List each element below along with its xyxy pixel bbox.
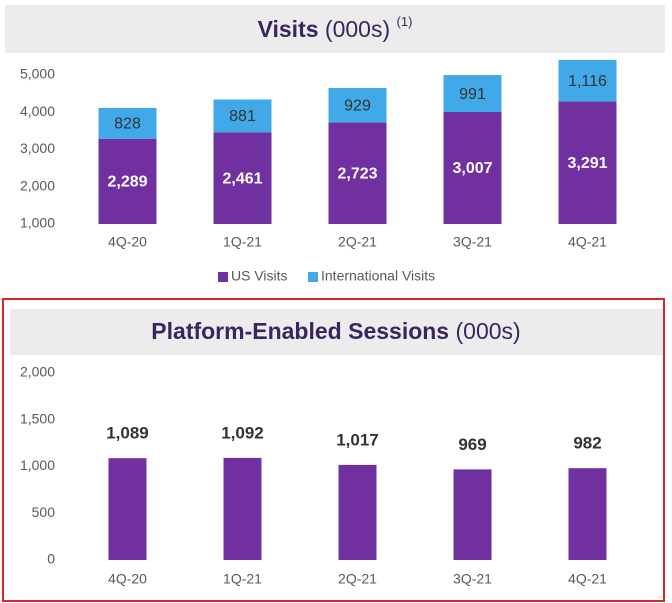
bar xyxy=(338,464,377,560)
x-tick-label: 2Q-21 xyxy=(338,571,377,587)
bar-segment xyxy=(328,122,387,224)
legend-label: International Visits xyxy=(321,268,435,284)
value-label: 3,291 xyxy=(567,155,607,172)
value-label: 929 xyxy=(344,97,371,114)
bar-segment xyxy=(98,138,157,224)
y-tick-label: 5,000 xyxy=(20,66,55,82)
value-label: 969 xyxy=(458,435,486,454)
y-tick-label: 2,000 xyxy=(20,364,55,380)
title-main: Platform-Enabled Sessions xyxy=(151,318,449,344)
y-tick-label: 1,000 xyxy=(20,457,55,473)
y-tick-label: 3,000 xyxy=(20,140,55,156)
x-tick-label: 2Q-21 xyxy=(338,234,377,250)
value-label: 2,461 xyxy=(222,170,262,187)
y-tick-label: 1,500 xyxy=(20,410,55,426)
title-band xyxy=(10,309,663,355)
y-tick-label: 2,000 xyxy=(20,177,55,193)
legend-label: US Visits xyxy=(231,268,288,284)
title-note: (1) xyxy=(397,14,413,29)
bar-segment xyxy=(328,87,387,123)
value-label: 991 xyxy=(459,86,486,103)
bar-segment xyxy=(558,101,617,224)
bar-segment xyxy=(443,75,502,112)
y-tick-label: 1,000 xyxy=(20,215,55,231)
title-main: Visits xyxy=(258,16,319,42)
value-label: 2,723 xyxy=(337,166,377,183)
title-unit: (000s) xyxy=(456,318,521,344)
value-label: 881 xyxy=(229,108,256,125)
x-tick-label: 4Q-20 xyxy=(108,571,147,587)
title-band xyxy=(5,5,665,53)
value-label: 828 xyxy=(114,116,141,133)
bar xyxy=(568,468,607,560)
value-label: 2,289 xyxy=(107,174,147,191)
x-tick-label: 3Q-21 xyxy=(453,571,492,587)
value-label: 1,092 xyxy=(221,423,264,442)
bar-segment xyxy=(213,99,272,133)
value-label: 3,007 xyxy=(452,160,492,177)
chart-title: Platform-Enabled Sessions (000s) xyxy=(151,318,520,344)
title-unit: (000s) xyxy=(325,16,390,42)
y-tick-label: 0 xyxy=(47,551,55,567)
chart-title: Visits (000s) (1) xyxy=(258,14,413,42)
highlight-box xyxy=(2,298,665,602)
y-tick-label: 500 xyxy=(32,504,56,520)
x-tick-label: 4Q-21 xyxy=(568,234,607,250)
legend-swatch xyxy=(308,272,318,282)
bar xyxy=(223,457,262,560)
value-label: 1,116 xyxy=(568,73,607,90)
value-label: 1,017 xyxy=(336,430,379,449)
value-label: 982 xyxy=(573,434,601,453)
x-tick-label: 4Q-21 xyxy=(568,571,607,587)
bar-segment xyxy=(98,107,157,139)
y-tick-label: 4,000 xyxy=(20,103,55,119)
bar xyxy=(453,469,492,560)
x-tick-label: 1Q-21 xyxy=(223,234,262,250)
bar xyxy=(108,458,147,560)
x-tick-label: 4Q-20 xyxy=(108,234,147,250)
x-tick-label: 1Q-21 xyxy=(223,571,262,587)
legend-swatch xyxy=(218,272,228,282)
bar-segment xyxy=(443,111,502,224)
bar-segment xyxy=(213,132,272,224)
bar-segment xyxy=(558,59,617,102)
value-label: 1,089 xyxy=(106,424,149,443)
x-tick-label: 3Q-21 xyxy=(453,234,492,250)
